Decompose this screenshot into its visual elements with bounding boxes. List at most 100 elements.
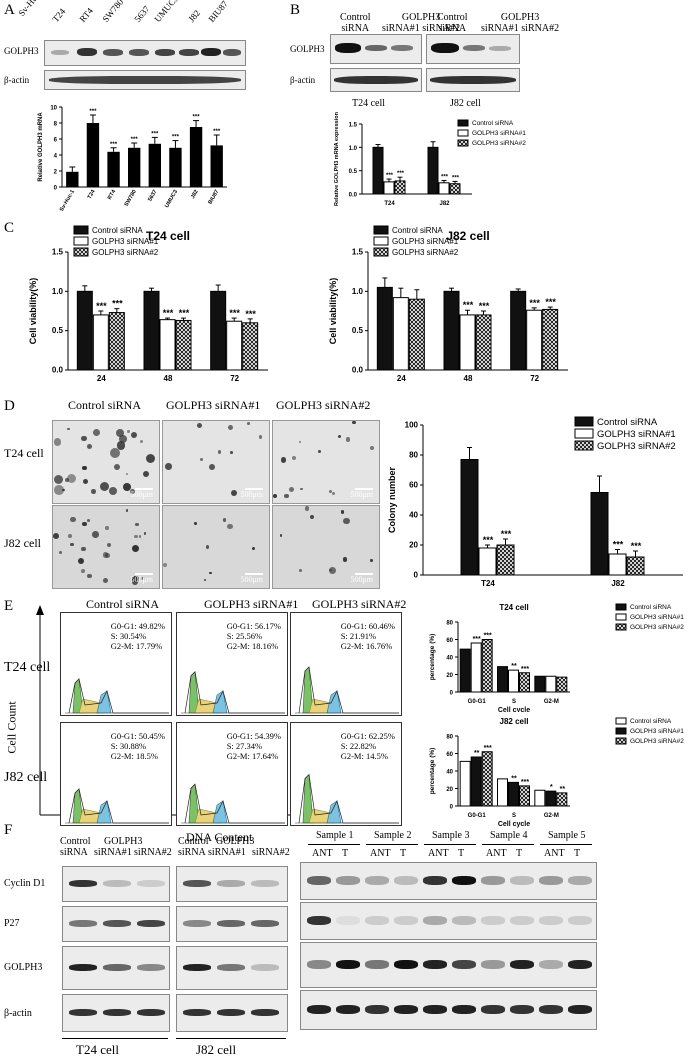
y-tick-label: 0 bbox=[450, 805, 454, 811]
band bbox=[183, 1009, 211, 1016]
significance-label: *** bbox=[213, 129, 221, 135]
blot-row-label: GOLPH3 bbox=[290, 44, 325, 54]
x-tick-label: G0-G1 bbox=[468, 813, 487, 819]
colony bbox=[86, 519, 90, 522]
panel-label-a: A bbox=[4, 2, 15, 18]
y-tick-label: 20 bbox=[446, 787, 453, 793]
stat-line: G2-M: 17.64% bbox=[226, 751, 279, 761]
x-tick-label: UMUC3 bbox=[164, 189, 179, 209]
x-tick-label: 72 bbox=[230, 374, 239, 383]
y-tick-label: 0.5 bbox=[352, 326, 364, 335]
y-tick-label: 80 bbox=[446, 735, 453, 741]
lane-label: GOLPH3 bbox=[104, 836, 143, 847]
bar bbox=[226, 320, 243, 371]
colony bbox=[197, 423, 203, 429]
scale-bar-label: 500μm bbox=[130, 490, 153, 499]
stat-line: G0-G1: 54.39% bbox=[226, 731, 281, 741]
western-blot-b-t24-actin bbox=[330, 68, 422, 92]
y-tick-label: 1.5 bbox=[349, 123, 358, 129]
g2m-peak bbox=[96, 690, 112, 714]
band bbox=[365, 916, 389, 925]
y-tick-label: 20 bbox=[409, 541, 418, 550]
y-tick-label: 0 bbox=[54, 186, 58, 192]
lane-label: siRNA#2 bbox=[134, 847, 172, 858]
y-tick-label: 100 bbox=[405, 421, 419, 430]
band bbox=[103, 964, 131, 971]
colony bbox=[113, 463, 120, 470]
band bbox=[69, 880, 97, 887]
significance-label: *** bbox=[441, 174, 449, 180]
significance-label: *** bbox=[529, 298, 540, 308]
lane-label: Sv-Huc-1 bbox=[16, 0, 47, 19]
colony bbox=[92, 428, 101, 436]
y-tick-label: 0.0 bbox=[349, 193, 358, 199]
colony bbox=[125, 472, 129, 476]
group-label: T24 cell bbox=[352, 98, 386, 109]
y-tick-label: 1.5 bbox=[52, 248, 64, 257]
blot-row-label: β-actin bbox=[4, 75, 30, 85]
lane-label: Control siRNA bbox=[437, 12, 468, 34]
flow-histogram: G0-G1: 50.45% S: 30.88% G2-M: 18.5% bbox=[60, 722, 172, 826]
stat-line: G2-M: 14.5% bbox=[340, 751, 388, 761]
band bbox=[481, 876, 505, 885]
sample-underline bbox=[424, 844, 476, 845]
legend-swatch bbox=[574, 440, 594, 451]
sample-label: Sample 5 bbox=[548, 830, 586, 841]
significance-label: *** bbox=[245, 309, 256, 319]
blot-row-label: Cyclin D1 bbox=[4, 878, 46, 889]
x-tick-label: T24 bbox=[384, 201, 395, 207]
colony bbox=[370, 559, 373, 562]
lane-label: J82 bbox=[186, 7, 203, 24]
x-tick-label: 24 bbox=[397, 374, 406, 383]
sample-underline bbox=[540, 844, 592, 845]
colony bbox=[343, 517, 350, 525]
bar bbox=[376, 286, 393, 371]
x-tick-label: BIU87 bbox=[207, 189, 220, 206]
colony bbox=[105, 526, 109, 530]
y-tick-label: 60 bbox=[446, 638, 453, 644]
colony bbox=[131, 544, 139, 552]
panel-label-d: D bbox=[4, 398, 15, 414]
y-tick-label: 1.5 bbox=[352, 248, 364, 257]
y-tick-label: 40 bbox=[446, 656, 453, 662]
colony-micrograph: 500μm bbox=[52, 420, 160, 504]
cell-cycle-stats: G0-G1: 54.39% S: 27.34% G2-M: 17.64% bbox=[227, 731, 281, 761]
y-tick-label: 6 bbox=[54, 138, 58, 144]
legend-swatch bbox=[373, 225, 389, 235]
legend-label: Control siRNA bbox=[630, 604, 672, 611]
colony bbox=[223, 518, 227, 522]
colony-micrograph: 500μm bbox=[272, 420, 380, 504]
chart-c-t24: T24 cell 0.0 0.5 1.0 1.5 Cell viability(%) 24 *… bbox=[28, 225, 268, 383]
colony bbox=[204, 579, 207, 582]
legend-label: GOLPH3 siRNA#1 bbox=[630, 614, 684, 621]
stat-line: G2-M: 18.5% bbox=[110, 751, 158, 761]
western-blot-samples bbox=[300, 990, 597, 1030]
cell-cycle-stats: G0-G1: 60.46% S: 21.91% G2-M: 16.76% bbox=[341, 621, 395, 651]
band bbox=[217, 964, 245, 971]
legend-swatch bbox=[615, 603, 627, 611]
flow-histogram: G0-G1: 60.46% S: 21.91% G2-M: 16.76% bbox=[290, 612, 402, 716]
colony bbox=[109, 486, 118, 495]
blot-row-label: P27 bbox=[4, 918, 20, 929]
significance-label: ** bbox=[511, 775, 517, 782]
histogram-plot bbox=[181, 671, 285, 714]
significance-label: *** bbox=[479, 301, 490, 311]
lane-label: T24 bbox=[50, 6, 68, 24]
bar bbox=[470, 756, 482, 807]
chart-title: J82 cell bbox=[500, 717, 529, 726]
legend-swatch bbox=[457, 119, 469, 127]
colony bbox=[81, 546, 86, 552]
western-blot-samples bbox=[300, 942, 597, 988]
colony bbox=[68, 534, 73, 539]
bar bbox=[508, 781, 519, 807]
legend-swatch bbox=[73, 225, 89, 235]
column-label: GOLPH3 siRNA#1 bbox=[204, 597, 299, 611]
bar bbox=[608, 553, 627, 576]
histogram-outline bbox=[184, 671, 285, 714]
band bbox=[510, 916, 534, 925]
stat-line: G0-G1: 49.82% bbox=[110, 621, 165, 631]
colony bbox=[209, 571, 212, 575]
y-axis-label: percentage (%) bbox=[429, 748, 436, 795]
y-tick-label: 0.5 bbox=[349, 169, 358, 175]
legend-label: GOLPH3 siRNA#1 bbox=[630, 728, 684, 735]
